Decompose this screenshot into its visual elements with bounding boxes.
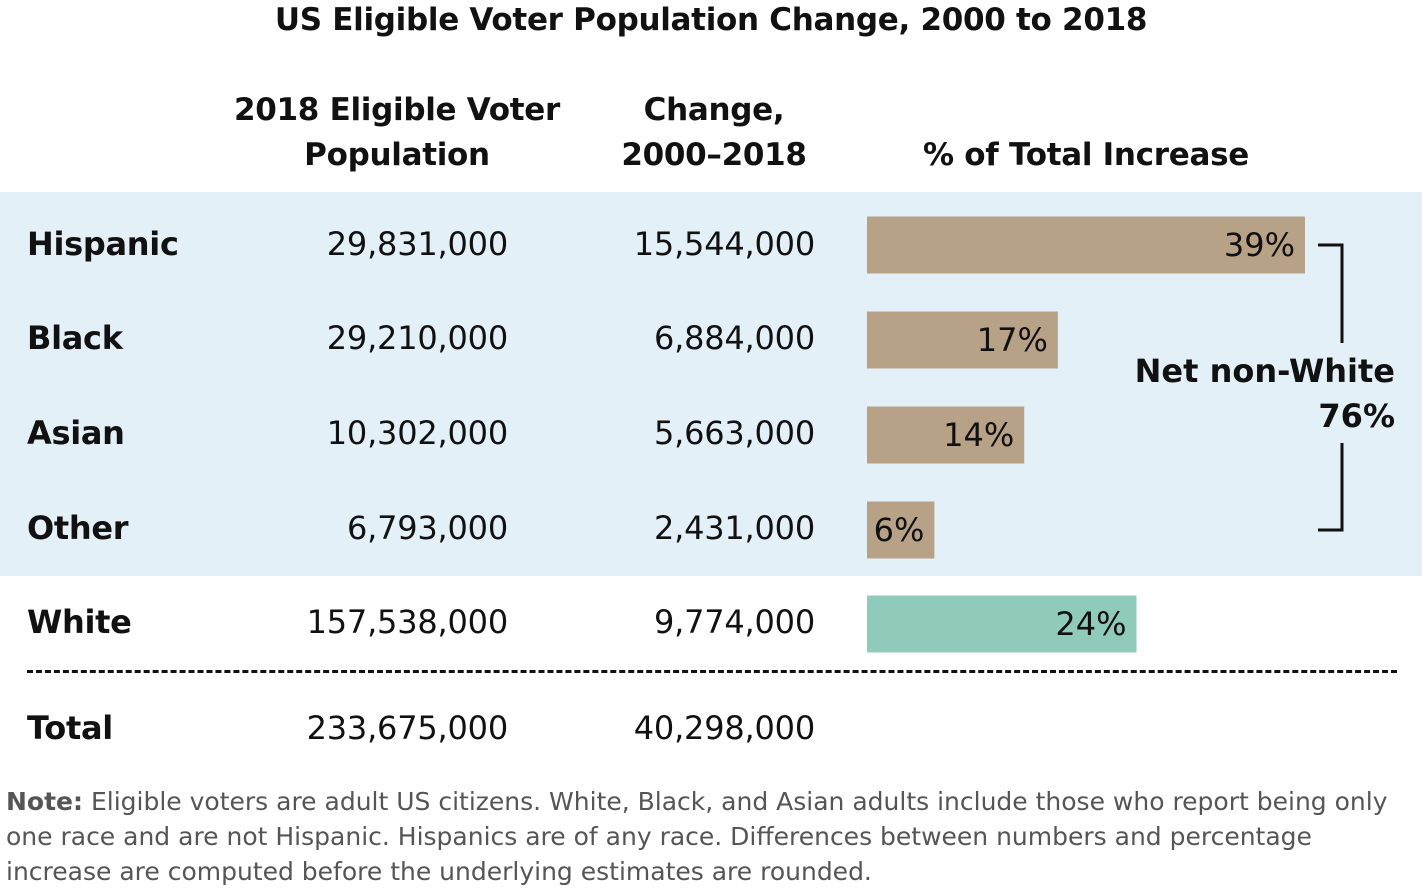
row-label-black: Black	[27, 319, 123, 357]
bracket-bottom	[1318, 443, 1344, 532]
header-change-line1: Change,	[643, 92, 785, 128]
change-black: 6,884,000	[653, 319, 815, 357]
bracket-label-line1: Net non-White	[1135, 352, 1395, 390]
change-asian: 5,663,000	[653, 414, 815, 452]
header-change-line2: 2000–2018	[621, 137, 807, 173]
population-black: 29,210,000	[326, 319, 508, 357]
header-population-line1: 2018 Eligible Voter	[234, 92, 560, 128]
bar-white	[867, 595, 1137, 653]
population-asian: 10,302,000	[326, 414, 508, 452]
row-label-hispanic: Hispanic	[27, 225, 179, 263]
header-population: 2018 Eligible Voter Population	[200, 88, 594, 178]
total-divider	[27, 670, 1397, 673]
header-population-line2: Population	[304, 137, 490, 173]
bracket-label-line2: 76%	[1318, 397, 1395, 435]
bar-hispanic	[867, 216, 1305, 274]
change-other: 2,431,000	[653, 509, 815, 547]
chart-title: US Eligible Voter Population Change, 200…	[274, 2, 1148, 38]
population-white: 157,538,000	[306, 603, 509, 641]
change-total: 40,298,000	[633, 709, 815, 747]
bar-label-white: 24%	[1055, 605, 1126, 643]
footnote: Note: Eligible voters are adult US citiz…	[6, 784, 1416, 889]
row-label-total: Total	[27, 709, 113, 747]
population-total: 233,675,000	[306, 709, 509, 747]
row-label-white: White	[27, 603, 132, 641]
header-percent: % of Total Increase	[923, 137, 1249, 173]
bar-label-other: 6%	[874, 511, 925, 549]
row-label-other: Other	[27, 509, 129, 547]
bar-other	[867, 501, 935, 559]
footnote-text: Eligible voters are adult US citizens. W…	[6, 787, 1388, 886]
header-change: Change, 2000–2018	[584, 88, 844, 178]
bar-label-black: 17%	[977, 321, 1048, 359]
bar-label-hispanic: 39%	[1224, 226, 1295, 264]
population-hispanic: 29,831,000	[326, 225, 508, 263]
bracket-top	[1318, 243, 1344, 343]
population-other: 6,793,000	[346, 509, 508, 547]
change-white: 9,774,000	[653, 603, 815, 641]
row-label-asian: Asian	[27, 414, 125, 452]
footnote-label: Note:	[6, 787, 84, 816]
bar-label-asian: 14%	[943, 416, 1014, 454]
bar-asian	[867, 406, 1025, 464]
change-hispanic: 15,544,000	[633, 225, 815, 263]
bar-black	[867, 311, 1058, 369]
